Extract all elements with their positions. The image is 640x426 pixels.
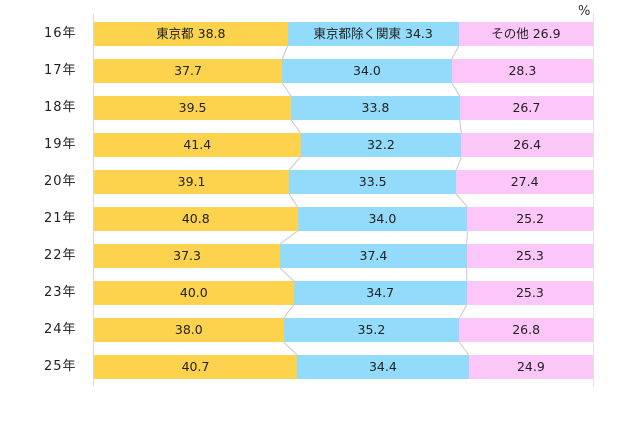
category-label: 17年 — [44, 63, 77, 78]
bar-row-21: 21年 40.8 34.0 25.2 — [0, 207, 640, 231]
bar-segment-kanto: 33.5 — [289, 170, 457, 194]
bar-segment-tokyo: 40.8 — [94, 207, 298, 231]
bar-row-20: 20年 39.1 33.5 27.4 — [0, 170, 640, 194]
bar-segment-kanto: 34.4 — [297, 355, 469, 379]
bar-segment-other: 26.4 — [461, 133, 593, 157]
unit-label: % — [578, 4, 591, 19]
category-label: 25年 — [44, 359, 77, 374]
bar-row-23: 23年 40.0 34.7 25.3 — [0, 281, 640, 305]
bar-segment-kanto: 32.2 — [300, 133, 462, 157]
category-label: 18年 — [44, 100, 77, 115]
bar-segment-tokyo: 41.4 — [94, 133, 301, 157]
bar-segment-tokyo: 40.7 — [94, 355, 298, 379]
bar-segment-tokyo: 東京都 38.8 — [94, 22, 288, 46]
bar-row-16: 16年 東京都 38.8 東京都除く関東 34.3 その他 26.9 — [0, 22, 640, 46]
bar-segment-tokyo: 37.7 — [94, 59, 283, 83]
bar-segment-other: 25.3 — [466, 281, 593, 305]
category-label: 19年 — [44, 137, 77, 152]
bar-segment-kanto: 37.4 — [280, 244, 467, 268]
category-label: 24年 — [44, 322, 77, 337]
bar-segment-other: 26.7 — [459, 96, 593, 120]
category-label: 16年 — [44, 26, 77, 41]
bar-row-17: 17年 37.7 34.0 28.3 — [0, 59, 640, 83]
bar-segment-kanto: 34.0 — [282, 59, 452, 83]
bar-row-22: 22年 37.3 37.4 25.3 — [0, 244, 640, 268]
bar-segment-other: 26.8 — [459, 318, 593, 342]
bar-segment-other: その他 26.9 — [458, 22, 593, 46]
bar-segment-tokyo: 39.1 — [94, 170, 290, 194]
bar-segment-kanto: 34.0 — [297, 207, 468, 231]
bar-segment-kanto: 35.2 — [283, 318, 460, 342]
category-axis-line — [93, 14, 94, 386]
category-label: 21年 — [44, 211, 77, 226]
category-label: 20年 — [44, 174, 77, 189]
bar-segment-tokyo: 39.5 — [94, 96, 292, 120]
bar-row-18: 18年 39.5 33.8 26.7 — [0, 96, 640, 120]
bar-segment-kanto: 34.7 — [293, 281, 467, 305]
bar-segment-kanto: 東京都除く関東 34.3 — [287, 22, 459, 46]
bar-row-24: 24年 38.0 35.2 26.8 — [0, 318, 640, 342]
bar-row-25: 25年 40.7 34.4 24.9 — [0, 355, 640, 379]
category-label: 22年 — [44, 248, 77, 263]
category-label: 23年 — [44, 285, 77, 300]
bar-segment-kanto: 33.8 — [291, 96, 460, 120]
bar-segment-other: 25.2 — [467, 207, 593, 231]
bar-segment-tokyo: 37.3 — [94, 244, 281, 268]
bar-segment-tokyo: 40.0 — [94, 281, 294, 305]
chart-right-border — [593, 14, 594, 386]
bar-segment-other: 28.3 — [451, 59, 593, 83]
bar-row-19: 19年 41.4 32.2 26.4 — [0, 133, 640, 157]
bar-segment-other: 25.3 — [466, 244, 593, 268]
bar-segment-tokyo: 38.0 — [94, 318, 284, 342]
bar-segment-other: 27.4 — [456, 170, 593, 194]
bar-segment-other: 24.9 — [468, 355, 593, 379]
